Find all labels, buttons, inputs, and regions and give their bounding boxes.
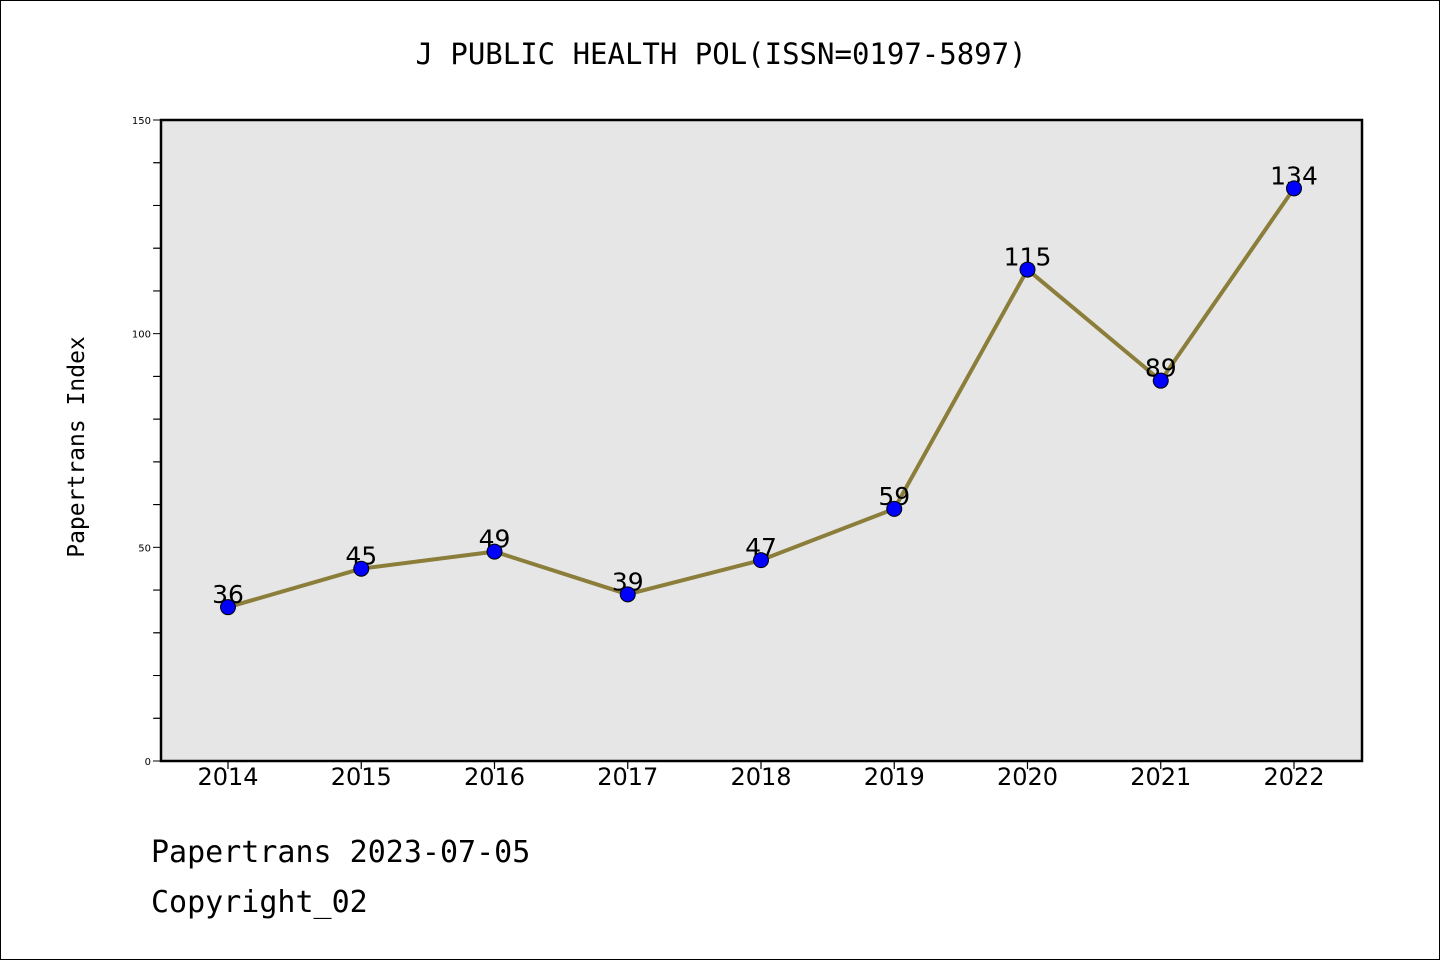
data-point bbox=[486, 543, 503, 560]
y-tick-label: 50 bbox=[138, 543, 151, 554]
data-point bbox=[753, 552, 769, 569]
x-tick-label: 2021 bbox=[1130, 763, 1191, 791]
x-tick-label: 2018 bbox=[730, 763, 791, 791]
chart-title: J PUBLIC HEALTH POL(ISSN=0197-5897) bbox=[415, 37, 1027, 71]
data-point bbox=[353, 560, 370, 577]
plot-area bbox=[159, 118, 1364, 763]
footer-date: Papertrans 2023-07-05 bbox=[151, 835, 531, 870]
x-tick-label: 2017 bbox=[597, 763, 658, 791]
x-tick-label: 2014 bbox=[197, 763, 258, 791]
x-tick-label: 2019 bbox=[864, 763, 925, 791]
x-tick-label: 2020 bbox=[997, 763, 1058, 791]
y-tick-label: 150 bbox=[132, 116, 151, 127]
y-tick-label: 100 bbox=[132, 330, 151, 341]
footer-copyright: Copyright_02 bbox=[151, 885, 368, 920]
data-point bbox=[1286, 180, 1302, 197]
x-tick-label: 2016 bbox=[464, 763, 525, 791]
data-point bbox=[886, 500, 903, 517]
data-point bbox=[1019, 261, 1036, 278]
data-point bbox=[1152, 372, 1169, 389]
data-point bbox=[220, 599, 236, 616]
data-point bbox=[619, 586, 636, 603]
x-tick-label: 2015 bbox=[331, 763, 392, 791]
x-tick-label: 2022 bbox=[1263, 763, 1324, 791]
y-tick-label: 0 bbox=[145, 757, 151, 768]
